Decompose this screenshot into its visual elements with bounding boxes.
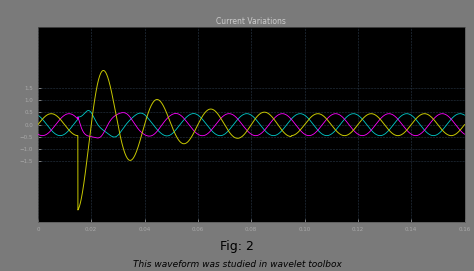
Text: This waveform was studied in wavelet toolbox: This waveform was studied in wavelet too… (133, 260, 341, 269)
Text: Fig: 2: Fig: 2 (220, 240, 254, 253)
Title: Current Variations: Current Variations (216, 17, 286, 26)
